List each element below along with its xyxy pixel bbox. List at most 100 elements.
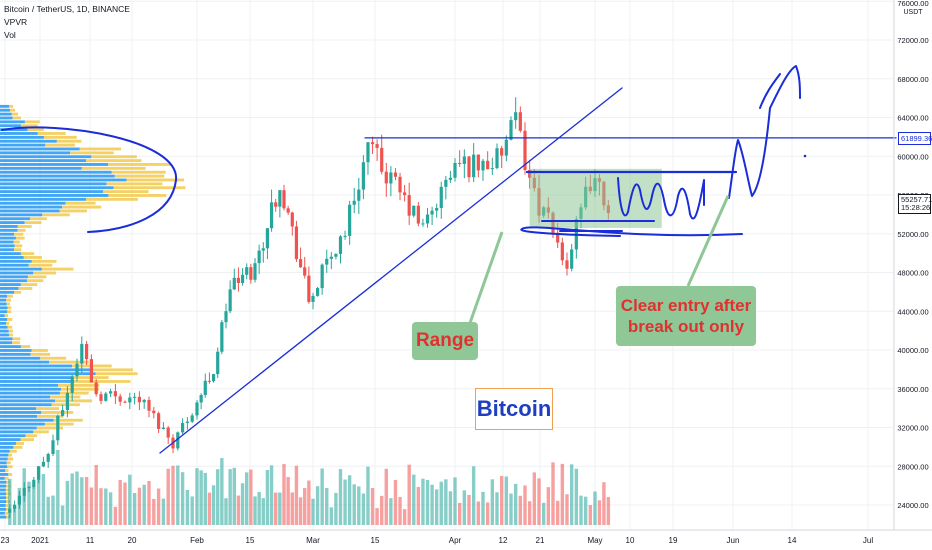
vpvr-bar-down (126, 178, 185, 182)
candle-body (195, 402, 199, 416)
vpvr-bar-up (0, 469, 6, 473)
vpvr-bar-up (0, 496, 7, 500)
grid-lines (0, 0, 893, 530)
candle-body (430, 210, 434, 215)
candle-body (329, 256, 333, 259)
volume-bar (41, 474, 46, 525)
volume-bar (286, 477, 290, 525)
vpvr-bar-up (0, 453, 9, 457)
time-tick-label: 11 (86, 536, 95, 545)
volume-bar (532, 472, 537, 525)
range-callout-text: Range (415, 330, 475, 351)
candle-body (416, 205, 420, 224)
candlesticks (8, 97, 610, 519)
vpvr-bar-down (59, 209, 88, 213)
range-zone (529, 168, 662, 228)
candle-body (70, 376, 74, 393)
vpvr-bar-up (0, 147, 80, 151)
volume-bar (606, 496, 611, 525)
candle-body (166, 427, 170, 438)
vpvr-bar-up (0, 236, 16, 240)
vpvr-bar-down (9, 449, 17, 453)
candle-body (556, 232, 560, 243)
volume-bar (583, 496, 588, 525)
time-tick-label: Mar (306, 536, 320, 545)
volume-bar (132, 492, 137, 525)
volume-bar (36, 466, 41, 525)
vpvr-indicator-label[interactable]: VPVR (4, 17, 28, 27)
vpvr-bar-down (56, 139, 82, 143)
candle-body (228, 289, 232, 312)
candle-body (518, 112, 522, 131)
vpvr-bar-up (0, 457, 8, 461)
volume-indicator-label[interactable]: Vol (4, 30, 16, 40)
volume-bar (476, 501, 481, 525)
vpvr-bar-down (7, 465, 13, 469)
vpvr-bar-up (0, 511, 5, 515)
vpvr-bar-down (106, 182, 163, 186)
candle-body (448, 177, 453, 180)
volume-bar (12, 505, 17, 525)
candle-body (334, 253, 338, 257)
candle-body (265, 228, 270, 249)
candle-body (282, 190, 286, 209)
candle-body (137, 396, 141, 403)
vpvr-bar-down (51, 403, 80, 407)
vpvr-highlight-curve (1, 126, 178, 233)
vpvr-bar-up (0, 399, 56, 403)
volume-bar (147, 481, 151, 525)
vpvr-bar-up (0, 352, 31, 356)
vpvr-bar-up (0, 135, 44, 139)
vpvr-bar-down (31, 259, 57, 263)
candle-body (303, 267, 307, 276)
vpvr-bar-up (0, 132, 38, 135)
volume-bar (393, 479, 398, 525)
bar-countdown: 15:28:26 (901, 203, 931, 212)
vpvr-bar-up (0, 368, 91, 372)
vpvr-bar-down (114, 174, 165, 178)
candle-body (290, 212, 294, 227)
candle-body (523, 130, 527, 171)
price-tick-label: 40000.00 (897, 346, 928, 355)
volume-bar (156, 488, 161, 525)
candle-body (286, 208, 290, 213)
candle-body (398, 176, 402, 193)
candle-body (80, 343, 84, 364)
volume-bar (398, 496, 402, 525)
price-axis: 72000.0068000.0064000.0060000.0056000.00… (893, 0, 929, 530)
volume-bar (282, 464, 286, 525)
volume-bar (303, 488, 307, 525)
candle-body (467, 156, 471, 178)
vpvr-bar-up (0, 349, 32, 352)
vpvr-bar-down (6, 461, 11, 465)
range-bottom-line (520, 226, 743, 237)
vpvr-bar-down (103, 190, 149, 194)
candle-body (46, 453, 50, 462)
candle-body (472, 154, 476, 178)
vpvr-bar-up (0, 170, 112, 174)
candle-body (94, 382, 98, 395)
vpvr-bar-down (41, 411, 74, 414)
vpvr-bar-down (29, 217, 47, 221)
vpvr-bar-down (113, 186, 186, 190)
vpvr-bar-up (0, 302, 7, 306)
time-tick-label: 10 (626, 536, 635, 545)
vpvr-bar-down (28, 263, 53, 267)
vpvr-bar-up (0, 116, 13, 120)
vpvr-bar-down (33, 430, 49, 434)
vpvr-bar-down (7, 294, 13, 298)
volume-bar (481, 491, 485, 525)
volume-bar (384, 468, 388, 525)
candle-body (439, 186, 443, 208)
vpvr-bar-down (17, 228, 26, 232)
vpvr-bar-down (20, 124, 38, 128)
vpvr-bar-down (10, 108, 16, 112)
vpvr-bar-up (0, 263, 29, 267)
vpvr-bar-up (0, 337, 13, 341)
vpvr-bar-up (0, 426, 37, 430)
volume-bar (180, 472, 185, 525)
volume-bar (207, 492, 212, 525)
vpvr-bar-up (0, 221, 25, 225)
